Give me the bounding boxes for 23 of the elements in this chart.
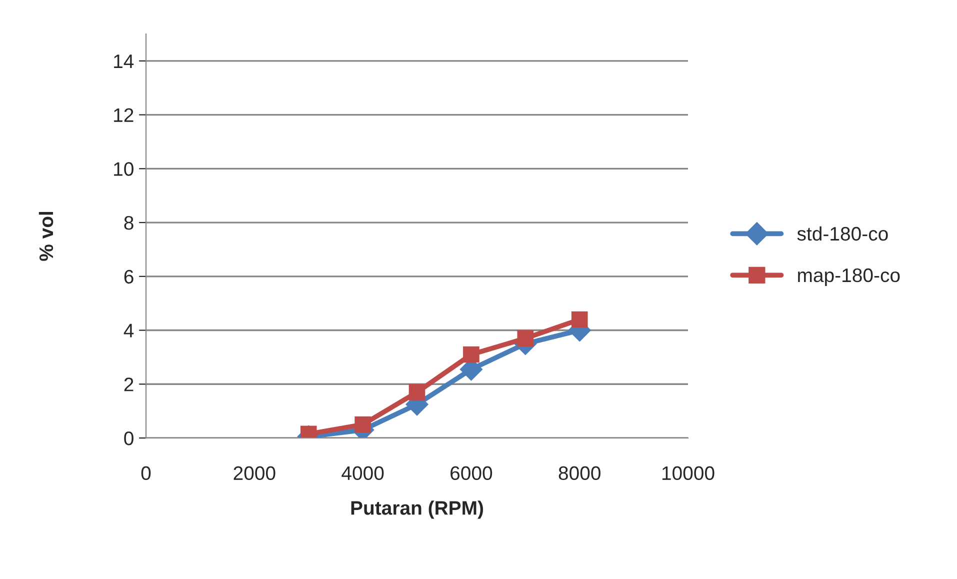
x-tick-label: 0 [141, 466, 151, 480]
y-tick-label: 4 [124, 324, 134, 338]
y-tick-label: 8 [124, 216, 134, 230]
y-tick-label: 0 [124, 431, 134, 446]
x-tick-label: 6000 [450, 466, 492, 480]
y-tick-label: 10 [114, 162, 134, 176]
point [354, 416, 371, 433]
point [463, 346, 480, 363]
point [571, 311, 588, 328]
x-tick-label: 8000 [558, 466, 600, 480]
x-tick-label: 10000 [662, 466, 714, 480]
y-tick-label: 14 [114, 54, 134, 68]
legend-label: std-180-co [797, 226, 888, 241]
y-tick-label: 6 [124, 270, 134, 284]
y-tick-label: 2 [124, 378, 134, 392]
point [517, 330, 534, 347]
x-axis-title: Putaran (RPM) [351, 500, 484, 519]
x-tick-label: 2000 [234, 466, 276, 480]
y-tick-label: 12 [114, 108, 134, 122]
y-axis-title: % vol [38, 212, 54, 261]
point [408, 384, 426, 400]
x-tick-label: 4000 [342, 466, 384, 480]
legend-label: map-180-co [798, 268, 900, 286]
